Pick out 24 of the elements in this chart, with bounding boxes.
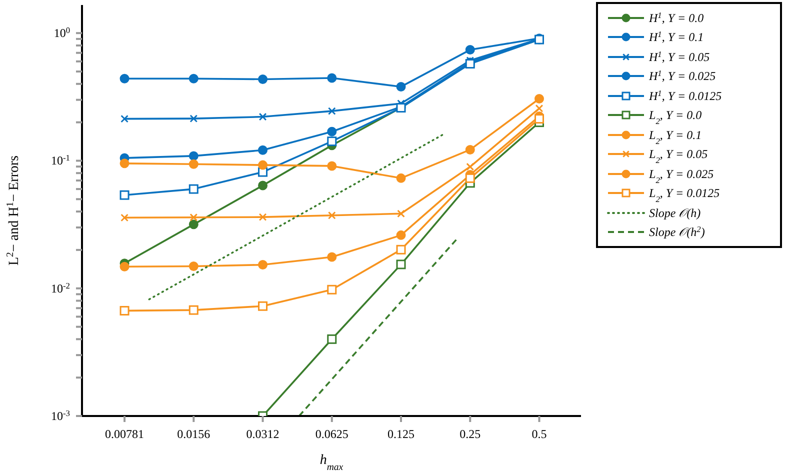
legend-label: L$_{2}$, Υ = 0.0 xyxy=(648,108,702,126)
legend-label: L$_{2}$, Υ = 0.025 xyxy=(648,166,714,184)
y-tick-label: 10$^{-3}$ xyxy=(51,408,70,423)
x-axis-title: h$_{max}$ xyxy=(320,453,344,472)
legend-label: Slope 𝒪(h) xyxy=(649,206,701,220)
legend-label: L$_{2}$, Υ = 0.05 xyxy=(648,147,708,165)
legend-label: H$^{1}$, Υ = 0.05 xyxy=(648,49,710,64)
y-tick-label: 10$^{0}$ xyxy=(54,26,70,40)
x-tick-label: 0.00781 xyxy=(105,427,144,441)
legend-label: L$_{2}$, Υ = 0.1 xyxy=(648,128,702,146)
legend-label: H$^{1}$, Υ = 0.1 xyxy=(648,30,704,44)
y-tick-label: 10$^{-2}$ xyxy=(51,280,70,296)
legend-label: L$_{2}$, Υ = 0.0125 xyxy=(648,186,720,204)
legend-label: H$^{1}$, Υ = 0.025 xyxy=(648,68,716,84)
x-tick-label: 0.25 xyxy=(460,427,481,441)
x-tick-label: 0.0156 xyxy=(177,427,210,441)
legend-label: H$^{1}$, Υ = 0.0 xyxy=(648,10,704,25)
legend-label: Slope 𝒪(h$^{2}$) xyxy=(649,224,705,240)
x-tick-label: 0.0312 xyxy=(246,427,280,441)
y-tick-label: 10$^{-1}$ xyxy=(51,153,70,168)
legend-label: H$^{1}$, Υ = 0.0125 xyxy=(648,88,722,103)
x-tick-label: 0.0625 xyxy=(315,427,348,441)
x-tick-label: 0.125 xyxy=(388,427,415,441)
x-tick-label: 0.5 xyxy=(532,427,547,441)
